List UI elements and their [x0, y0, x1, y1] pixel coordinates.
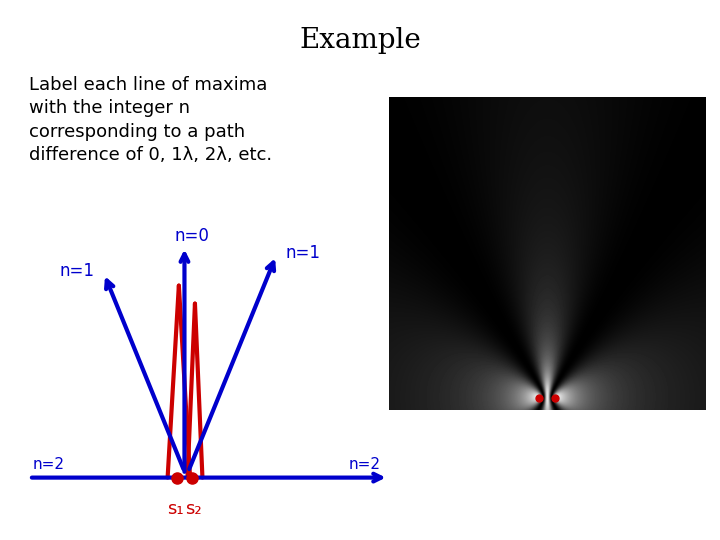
Text: n=1: n=1	[60, 261, 94, 280]
Text: s₂: s₂	[186, 501, 202, 518]
Text: Example: Example	[299, 27, 421, 54]
Text: s₁: s₁	[167, 501, 184, 518]
Text: n=1: n=1	[286, 244, 320, 261]
Text: n=2: n=2	[349, 457, 381, 471]
Text: n=2: n=2	[33, 457, 65, 471]
Text: n=0: n=0	[174, 227, 210, 245]
Text: Label each line of maxima
with the integer n
corresponding to a path
difference : Label each line of maxima with the integ…	[29, 76, 272, 164]
